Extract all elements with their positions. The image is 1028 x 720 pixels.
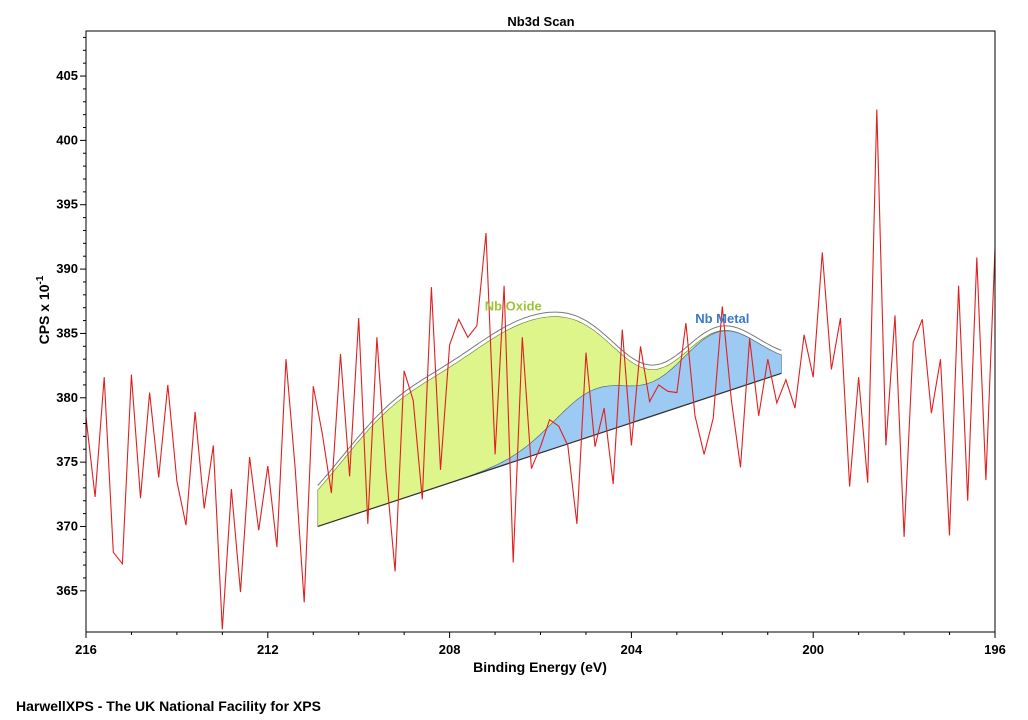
annotation-nb-oxide: Nb Oxide xyxy=(485,298,542,313)
y-tick-label: 395 xyxy=(56,197,78,212)
x-tick-label: 208 xyxy=(439,642,461,657)
x-tick-label: 200 xyxy=(802,642,824,657)
annotations: Nb Oxide Nb Metal xyxy=(485,298,750,326)
y-axis-label-exponent: -1 xyxy=(35,275,46,284)
chart-title: Nb3d Scan xyxy=(507,14,574,29)
fit-envelope xyxy=(317,311,782,486)
y-tick-label: 375 xyxy=(56,454,78,469)
y-tick-label: 390 xyxy=(56,261,78,276)
x-tick-label: 196 xyxy=(984,642,1006,657)
plot-area xyxy=(86,109,995,630)
x-axis-label: Binding Energy (eV) xyxy=(473,659,607,675)
annotation-nb-metal: Nb Metal xyxy=(695,311,749,326)
background-line xyxy=(317,372,782,528)
y-axis-label: CPS x 10-1 xyxy=(35,275,52,344)
x-tick-label: 204 xyxy=(621,642,643,657)
y-tick-label: 385 xyxy=(56,325,78,340)
y-tick-label: 380 xyxy=(56,390,78,405)
raw-data-line xyxy=(86,109,995,630)
plot-content xyxy=(86,109,995,630)
x-tick-label: 212 xyxy=(257,642,279,657)
footer-credit: HarwellXPS - The UK National Facility fo… xyxy=(16,698,321,714)
y-tick-label: 370 xyxy=(56,518,78,533)
y-tick-label: 405 xyxy=(56,68,78,83)
x-axis: 216 212 208 204 200 196 xyxy=(75,632,1006,657)
y-axis: 365 370 375 380 385 390 395 400 405 xyxy=(56,36,86,598)
x-tick-label: 216 xyxy=(75,642,97,657)
y-tick-label: 365 xyxy=(56,583,78,598)
y-tick-label: 400 xyxy=(56,132,78,147)
y-axis-label-main: CPS x 10 xyxy=(36,284,52,344)
